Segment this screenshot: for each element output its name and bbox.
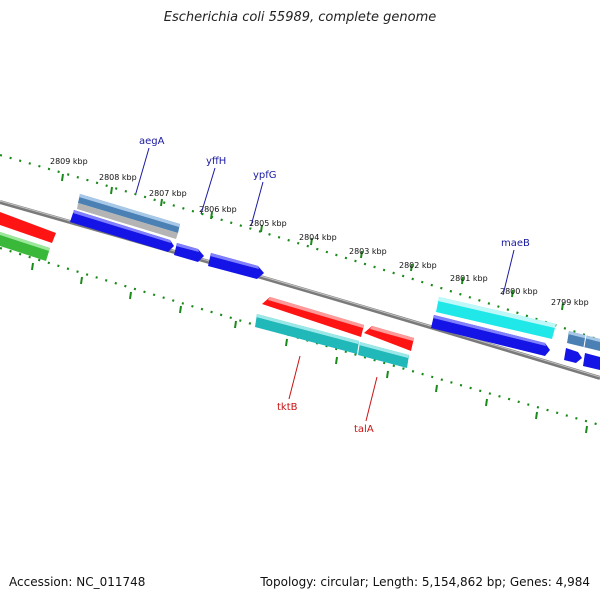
- tick-labels: 2809 kbp 2808 kbp 2807 kbp 2806 kbp 2805 kbp…: [50, 157, 589, 307]
- gene-aegA-blue: [70, 210, 174, 252]
- outer-major-tick: [310, 237, 313, 246]
- inner-major-tick: [129, 291, 132, 300]
- gene-maeB-cyan: [436, 297, 556, 339]
- yffH-leader: [200, 167, 216, 215]
- gene-steel-right-edge: [567, 331, 600, 351]
- map-title: Escherichia coli 55989, complete genome: [163, 10, 437, 25]
- gene-blue-right-edge-1: [564, 348, 582, 363]
- tick-label: 2805 kbp: [249, 219, 287, 228]
- outer-major-tick: [461, 276, 464, 285]
- inner-major-tick: [535, 411, 538, 420]
- gene-label-aegA: aegA: [139, 136, 165, 147]
- aegA-leader: [135, 147, 150, 194]
- outer-major-tick: [511, 289, 514, 298]
- inner-major-tick: [335, 356, 338, 365]
- gene-yffH-blue: [174, 243, 204, 262]
- inner-major-tick: [234, 320, 237, 329]
- gene-ypfG-blue: [208, 253, 264, 279]
- gene-blue-right-edge-2: [583, 353, 600, 370]
- inner-major-tick: [285, 338, 288, 347]
- gene-maeB-blue: [431, 315, 550, 356]
- gene-label-yffH: yffH: [206, 156, 226, 167]
- tick-label: 2800 kbp: [500, 287, 538, 296]
- gene-label-ypfG: ypfG: [253, 170, 277, 181]
- gene-aegA-grey: [77, 203, 178, 239]
- inner-major-tick: [435, 384, 438, 393]
- inner-major-tick: [179, 305, 182, 314]
- tick-label: 2799 kbp: [551, 298, 589, 307]
- outer-major-tick: [110, 186, 113, 195]
- gene-red-left-edge: [0, 212, 56, 243]
- talA-leader: [365, 376, 378, 422]
- outer-major-tick: [210, 211, 213, 220]
- tktB-leader: [288, 355, 301, 400]
- gene-label-maeB: maeB: [501, 238, 530, 249]
- tick-label: 2802 kbp: [399, 261, 437, 270]
- gene-talA-teal: [358, 342, 409, 368]
- gene-tktB-red: [262, 297, 364, 337]
- inner-major-tick: [386, 370, 389, 379]
- tick-label: 2808 kbp: [99, 173, 137, 182]
- outer-major-tick: [360, 250, 363, 259]
- tick-label: 2803 kbp: [349, 247, 387, 256]
- tick-label: 2806 kbp: [199, 205, 237, 214]
- gene-label-tktB: tktB: [277, 402, 298, 413]
- genome-info-text: Topology: circular; Length: 5,154,862 bp…: [260, 575, 590, 589]
- outer-major-tick: [61, 173, 64, 182]
- accession-text: Accession: NC_011748: [9, 575, 146, 589]
- outer-major-tick: [410, 263, 413, 272]
- tick-label: 2807 kbp: [149, 189, 187, 198]
- inner-major-tick: [31, 262, 34, 271]
- tick-label: 2804 kbp: [299, 233, 337, 242]
- tick-label: 2809 kbp: [50, 157, 88, 166]
- inner-major-tick: [80, 276, 83, 285]
- gene-label-talA: talA: [354, 424, 374, 435]
- tick-label: 2801 kbp: [450, 274, 488, 283]
- gene-green-left-edge: [0, 232, 50, 261]
- gene-talA-red: [364, 326, 414, 351]
- gene-tktB-teal: [255, 314, 359, 354]
- ypfG-leader: [250, 181, 264, 227]
- outer-major-tick: [260, 224, 263, 233]
- inner-major-tick: [485, 398, 488, 407]
- tick-marks: [31, 173, 588, 434]
- outer-major-tick: [561, 302, 564, 311]
- outer-major-tick: [160, 198, 163, 207]
- maeB-leader: [502, 249, 515, 296]
- inner-major-tick: [585, 425, 588, 434]
